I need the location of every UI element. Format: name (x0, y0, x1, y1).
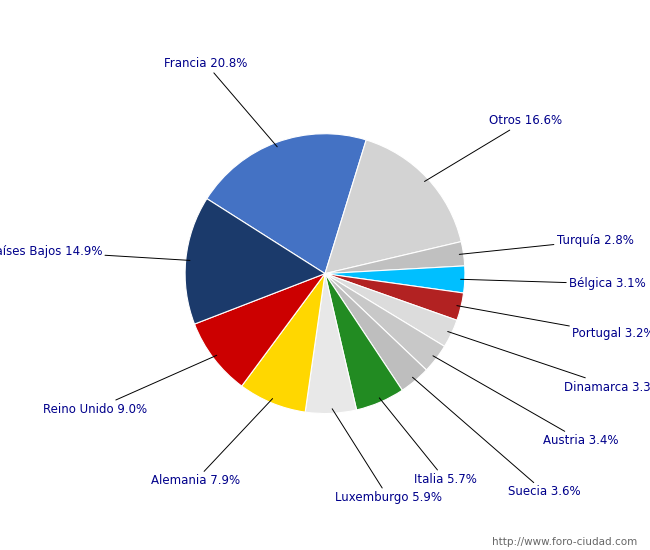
Wedge shape (194, 274, 325, 386)
Wedge shape (325, 274, 445, 370)
Wedge shape (325, 274, 426, 390)
Text: Turquía 2.8%: Turquía 2.8% (460, 234, 634, 255)
Text: Bélgica 3.1%: Bélgica 3.1% (461, 277, 645, 290)
Wedge shape (325, 266, 465, 293)
Text: Países Bajos 14.9%: Países Bajos 14.9% (0, 245, 190, 260)
Wedge shape (185, 199, 325, 324)
Wedge shape (207, 134, 366, 274)
Text: Suecia 3.6%: Suecia 3.6% (413, 377, 580, 498)
Wedge shape (325, 140, 462, 274)
Wedge shape (325, 274, 463, 320)
Wedge shape (325, 274, 402, 410)
Text: Otros 16.6%: Otros 16.6% (424, 114, 562, 182)
Wedge shape (325, 241, 465, 274)
Text: Reino Unido 9.0%: Reino Unido 9.0% (43, 355, 216, 416)
Wedge shape (242, 274, 325, 412)
Text: Écija - Turistas extranjeros según país - Abril de 2024: Écija - Turistas extranjeros según país … (96, 11, 554, 29)
Text: Italia 5.7%: Italia 5.7% (380, 398, 476, 486)
Wedge shape (325, 274, 457, 346)
Text: http://www.foro-ciudad.com: http://www.foro-ciudad.com (492, 537, 637, 547)
Text: Portugal 3.2%: Portugal 3.2% (457, 306, 650, 340)
Text: Luxemburgo 5.9%: Luxemburgo 5.9% (332, 409, 441, 504)
Text: Alemania 7.9%: Alemania 7.9% (151, 399, 272, 487)
Text: Dinamarca 3.3%: Dinamarca 3.3% (448, 332, 650, 394)
Text: Francia 20.8%: Francia 20.8% (164, 57, 277, 147)
Text: Austria 3.4%: Austria 3.4% (433, 356, 619, 447)
Wedge shape (305, 274, 357, 414)
